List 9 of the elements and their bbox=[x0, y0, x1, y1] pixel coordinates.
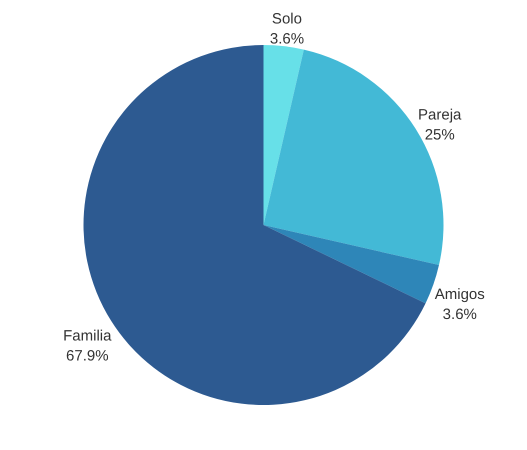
slice-label: Amigos bbox=[434, 286, 485, 303]
data-label: 3.6% bbox=[442, 306, 477, 323]
data-label: 25% bbox=[424, 126, 455, 144]
slice-label: Pareja bbox=[418, 106, 462, 124]
data-label: 67.9% bbox=[66, 348, 109, 365]
slice-label: Solo bbox=[272, 10, 302, 28]
slice-label: Familia bbox=[63, 328, 112, 345]
pie-slice bbox=[264, 45, 304, 225]
data-label: 3.6% bbox=[270, 30, 304, 48]
